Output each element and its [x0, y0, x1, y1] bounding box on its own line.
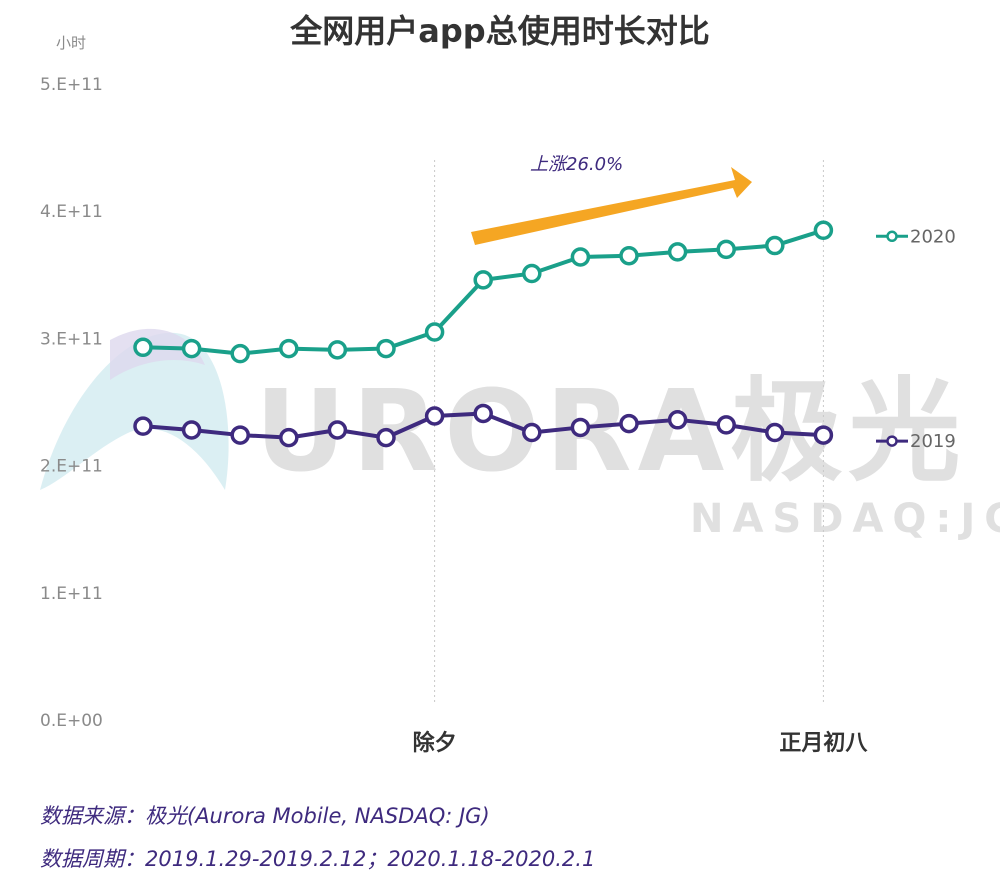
- data-point: [716, 415, 736, 435]
- data-point: [619, 413, 639, 434]
- legend-label: 2019: [910, 431, 956, 452]
- data-point: [716, 239, 736, 260]
- data-point: [522, 263, 542, 284]
- data-point: [667, 410, 688, 430]
- y-axis: 0.E+00 1.E+11 2.E+11 3.E+11 4.E+11 5.E+11: [40, 75, 103, 731]
- data-point: [327, 420, 348, 440]
- x-tick-label: 除夕: [413, 730, 457, 756]
- data-point: [619, 245, 639, 266]
- legend-item-2020: 2020: [876, 226, 956, 247]
- series-2020: [133, 220, 834, 364]
- chart-title: 全网用户app总使用时长对比: [289, 12, 709, 50]
- legend-label: 2020: [910, 226, 956, 247]
- data-point: [570, 417, 591, 438]
- data-point: [133, 416, 153, 436]
- growth-annotation-text: 上涨26.0%: [530, 154, 623, 175]
- series: [133, 220, 834, 448]
- watermark-ticker: NASDAQ:JG: [690, 496, 1000, 542]
- legend-item-2019: 2019: [876, 431, 956, 452]
- data-point: [133, 337, 153, 358]
- data-point: [376, 338, 396, 359]
- legend-marker: [886, 230, 898, 243]
- y-tick-label: 5.E+11: [40, 75, 103, 95]
- data-point: [765, 422, 785, 443]
- data-source-note: 数据来源：极光(Aurora Mobile, NASDAQ: JG): [40, 804, 490, 828]
- data-point: [522, 422, 542, 443]
- aurora-logo-shape-inner: [110, 328, 205, 380]
- aurora-logo-shape: [40, 332, 229, 490]
- data-point: [376, 427, 396, 448]
- growth-arrow: [471, 167, 752, 245]
- y-tick-label: 3.E+11: [40, 329, 103, 349]
- data-point: [473, 270, 493, 290]
- data-point: [424, 406, 445, 426]
- data-point: [473, 403, 493, 424]
- data-point: [813, 220, 834, 241]
- data-point: [570, 247, 591, 267]
- y-tick-label: 1.E+11: [40, 584, 103, 604]
- y-tick-label: 4.E+11: [40, 202, 103, 222]
- data-point: [765, 235, 785, 256]
- legend: 2020 2019: [876, 226, 956, 452]
- data-point: [813, 425, 834, 445]
- data-period-note: 数据周期：2019.1.29-2019.2.12；2020.1.18-2020.…: [40, 847, 596, 871]
- data-point: [181, 420, 202, 440]
- data-point: [279, 427, 299, 448]
- data-point: [667, 242, 688, 262]
- y-unit-label: 小时: [56, 34, 86, 52]
- watermark-brand: URORA极光: [255, 367, 966, 497]
- y-tick-label: 0.E+00: [40, 711, 103, 731]
- aurora-watermark: URORA极光 NASDAQ:JG: [40, 328, 1000, 542]
- data-point: [279, 338, 299, 359]
- x-axis: 除夕 正月初八: [413, 730, 869, 756]
- data-point: [424, 322, 445, 342]
- data-point: [230, 343, 250, 364]
- growth-annotation: 上涨26.0%: [471, 154, 752, 245]
- series-2019: [133, 403, 834, 448]
- y-tick-label: 2.E+11: [40, 457, 103, 477]
- legend-marker: [886, 435, 898, 447]
- x-tick-label: 正月初八: [779, 730, 868, 756]
- data-point: [230, 425, 250, 445]
- data-point: [181, 338, 202, 359]
- data-point: [327, 340, 348, 360]
